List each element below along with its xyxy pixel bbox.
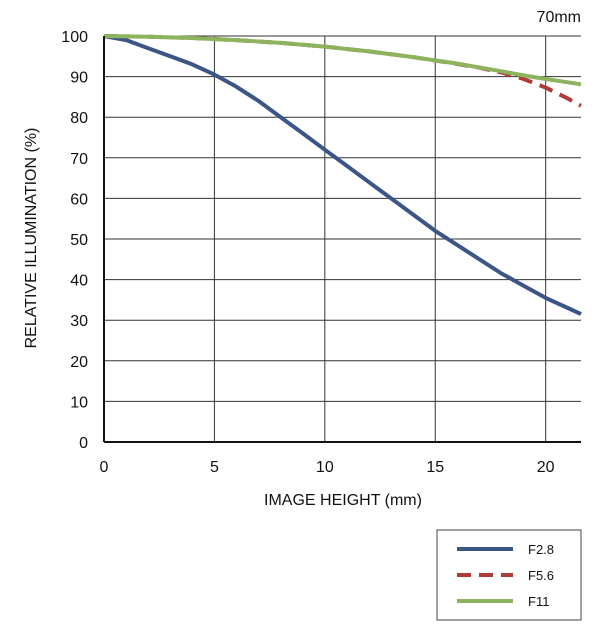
- y-tick-label: 40: [70, 273, 88, 290]
- legend-label-f5-6: F5.6: [528, 568, 554, 583]
- y-tick-label: 60: [70, 191, 88, 208]
- x-tick-label: 5: [210, 459, 219, 476]
- y-tick-label: 0: [79, 435, 88, 452]
- x-tick-label: 0: [100, 459, 109, 476]
- legend-label-f2-8: F2.8: [528, 542, 554, 557]
- y-tick-label: 30: [70, 313, 88, 330]
- x-tick-label: 20: [537, 459, 555, 476]
- axes: 0 5 10 15 20 0 10 20 30 40 50 60 70 80 90 100: [61, 29, 581, 476]
- series-line-f2-8: [103, 34, 582, 316]
- grid: [104, 35, 581, 442]
- y-tick-label: 80: [70, 110, 88, 127]
- legend-label-f11: F11: [528, 594, 549, 609]
- x-axis-title: IMAGE HEIGHT (mm): [264, 492, 422, 509]
- plot-area: [103, 34, 582, 316]
- y-tick-label: 70: [70, 151, 88, 168]
- y-tick-label: 50: [70, 232, 88, 249]
- y-tick-label: 20: [70, 354, 88, 371]
- y-tick-label: 100: [61, 29, 88, 46]
- series-line-f11: [103, 34, 582, 87]
- focal-length-label: 70mm: [537, 9, 581, 26]
- y-axis-title: RELATIVE ILLUMINATION (%): [23, 128, 40, 349]
- legend: F2.8 F5.6 F11: [436, 529, 582, 621]
- y-tick-label: 90: [70, 70, 88, 87]
- y-tick-label: 10: [70, 394, 88, 411]
- x-tick-label: 15: [426, 459, 444, 476]
- x-tick-label: 10: [316, 459, 334, 476]
